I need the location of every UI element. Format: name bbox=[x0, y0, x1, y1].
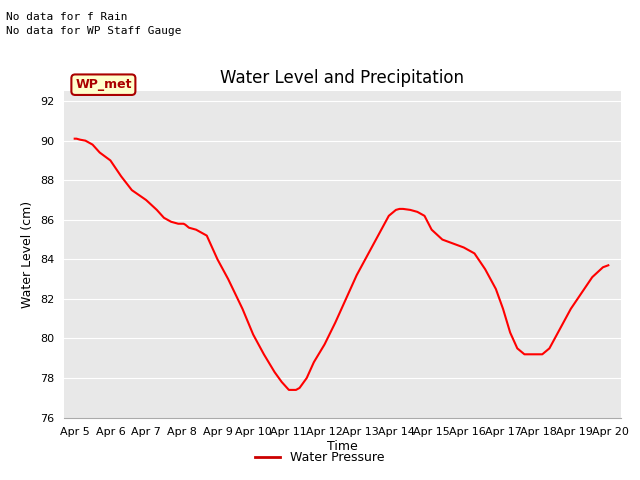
Legend: Water Pressure: Water Pressure bbox=[250, 446, 390, 469]
X-axis label: Time: Time bbox=[327, 440, 358, 453]
Title: Water Level and Precipitation: Water Level and Precipitation bbox=[220, 69, 465, 87]
Text: No data for f Rain: No data for f Rain bbox=[6, 12, 128, 22]
Text: No data for WP Staff Gauge: No data for WP Staff Gauge bbox=[6, 26, 182, 36]
Y-axis label: Water Level (cm): Water Level (cm) bbox=[22, 201, 35, 308]
Text: WP_met: WP_met bbox=[75, 78, 132, 91]
